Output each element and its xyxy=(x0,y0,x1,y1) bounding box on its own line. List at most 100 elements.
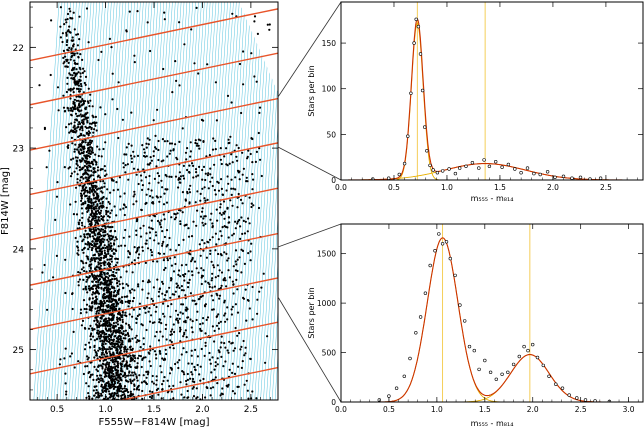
star-point xyxy=(178,286,181,289)
star-point xyxy=(106,291,109,294)
star-point xyxy=(231,362,234,365)
star-point xyxy=(135,229,138,232)
star-point xyxy=(88,289,91,292)
star-point xyxy=(100,286,103,289)
star-point xyxy=(105,253,108,256)
star-point xyxy=(191,320,194,323)
star-point xyxy=(181,127,184,130)
star-point xyxy=(90,207,93,210)
star-point xyxy=(87,287,90,290)
histogram-point xyxy=(513,167,517,171)
star-point xyxy=(214,148,217,151)
star-point xyxy=(236,269,239,273)
star-point xyxy=(129,374,132,377)
star-point xyxy=(179,328,182,331)
star-point xyxy=(236,222,239,225)
star-point xyxy=(136,154,140,157)
star-point xyxy=(112,383,116,386)
star-point xyxy=(125,360,128,363)
star-point xyxy=(170,390,173,393)
star-point xyxy=(90,150,93,153)
star-point xyxy=(220,162,223,166)
star-point xyxy=(110,395,113,398)
star-point xyxy=(231,280,234,283)
star-point xyxy=(81,248,84,252)
star-point xyxy=(131,315,134,318)
star-point xyxy=(111,236,114,239)
star-point xyxy=(79,53,82,56)
hatch-line xyxy=(88,2,115,400)
star-point xyxy=(150,159,153,162)
star-point xyxy=(219,203,222,206)
connector-upper-bottom xyxy=(277,146,342,181)
star-point xyxy=(99,176,102,179)
hatch-line xyxy=(239,2,266,400)
star-point xyxy=(211,272,214,275)
star-point xyxy=(97,232,100,235)
star-point xyxy=(116,316,119,319)
star-point xyxy=(191,299,194,302)
star-point xyxy=(116,312,120,315)
star-point xyxy=(198,297,201,300)
star-point xyxy=(187,362,190,365)
star-point xyxy=(102,294,105,297)
histogram-point xyxy=(416,24,421,29)
star-point xyxy=(96,337,99,340)
histogram-lower-xlabel: m₅₅₅ - m₈₁₄ xyxy=(471,419,514,428)
histogram-point xyxy=(519,171,523,175)
star-point xyxy=(258,147,261,150)
star-point xyxy=(112,395,115,398)
star-point xyxy=(117,328,120,331)
star-point xyxy=(86,166,89,170)
star-point xyxy=(96,145,99,148)
star-point xyxy=(186,316,189,319)
star-point xyxy=(141,288,144,291)
star-point xyxy=(166,379,169,382)
star-point xyxy=(218,351,221,354)
star-point xyxy=(232,349,235,352)
star-point xyxy=(152,260,155,263)
star-point xyxy=(173,293,176,296)
star-point xyxy=(137,256,140,259)
star-point xyxy=(126,367,129,370)
star-point xyxy=(109,234,113,237)
star-point xyxy=(211,286,214,289)
star-point xyxy=(85,156,88,159)
star-point xyxy=(55,254,59,257)
star-point xyxy=(95,275,98,278)
star-point xyxy=(72,44,75,47)
star-point xyxy=(204,332,207,335)
star-point xyxy=(220,234,223,237)
star-point xyxy=(108,367,111,370)
star-point xyxy=(212,299,215,302)
star-point xyxy=(178,359,181,362)
star-point xyxy=(133,371,136,374)
star-point xyxy=(89,267,92,270)
star-point xyxy=(208,238,212,241)
star-point xyxy=(224,346,227,349)
star-point xyxy=(105,337,108,340)
star-point xyxy=(153,350,157,353)
star-point xyxy=(88,125,91,128)
star-point xyxy=(68,131,71,134)
star-point xyxy=(83,147,86,150)
star-point xyxy=(180,353,183,356)
star-point xyxy=(103,238,106,241)
star-point xyxy=(160,219,163,222)
star-point xyxy=(190,349,193,352)
star-point xyxy=(82,288,85,291)
star-point xyxy=(193,299,196,302)
star-point xyxy=(134,373,137,376)
star-point xyxy=(129,365,132,369)
star-point xyxy=(108,216,111,219)
star-point xyxy=(185,351,188,354)
star-point xyxy=(71,36,74,39)
star-point xyxy=(125,322,128,325)
star-point xyxy=(108,346,111,349)
star-point xyxy=(162,302,165,305)
star-point xyxy=(178,269,181,272)
star-point xyxy=(85,396,88,399)
star-point xyxy=(139,227,142,230)
star-point xyxy=(90,258,94,262)
star-point xyxy=(157,148,160,152)
